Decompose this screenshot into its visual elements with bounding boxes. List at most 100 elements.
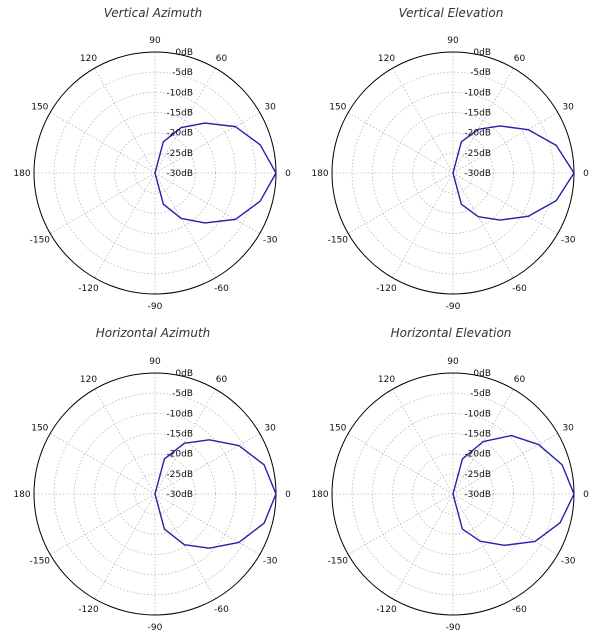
angle-gridline — [392, 172, 454, 278]
angle-tick-label: 120 — [80, 375, 97, 385]
radial-tick-label: -25dB — [464, 149, 491, 159]
radial-gridline — [432, 152, 474, 194]
angle-tick-label: 120 — [378, 54, 395, 64]
radial-tick-label: -15dB — [166, 430, 193, 440]
angle-gridline — [348, 493, 454, 555]
angle-gridline — [452, 433, 558, 495]
radial-tick-label: 0dB — [175, 48, 193, 58]
pattern-line — [154, 122, 277, 224]
polar-chart: 90 60 30 0 -30 -60 -90 -120 -150 180 150 120 0dB -5dB… — [311, 36, 589, 312]
angle-tick-label: 180 — [311, 169, 328, 179]
angle-gridline — [348, 172, 454, 234]
angle-tick-label: 60 — [514, 54, 526, 64]
angle-tick-label: -150 — [30, 557, 51, 567]
angle-tick-label: 90 — [149, 36, 161, 46]
pattern-line — [452, 125, 575, 221]
chart-title: Vertical Elevation — [398, 6, 504, 20]
radial-gridline — [134, 152, 176, 194]
angle-tick-label: 90 — [447, 36, 459, 46]
angle-tick-label: -120 — [376, 284, 397, 294]
radial-tick-label: -5dB — [172, 389, 193, 399]
radial-tick-label: -30dB — [464, 490, 491, 500]
angle-tick-label: -30 — [561, 236, 576, 246]
radial-gridline — [114, 132, 196, 214]
angle-gridline — [154, 493, 216, 599]
radial-gridline — [351, 71, 555, 275]
chart-panel-3: Horizontal Azimuth 90 60 30 0 -30 -60 -90 -120 -… — [3, 320, 303, 640]
radial-tick-label: -20dB — [464, 129, 491, 139]
angle-tick-label: 30 — [264, 424, 276, 434]
radial-gridline — [412, 453, 494, 535]
angle-tick-label: 0 — [583, 169, 589, 179]
angle-gridline — [348, 433, 454, 495]
radial-tick-label: -25dB — [464, 470, 491, 480]
angle-tick-label: -150 — [328, 236, 349, 246]
radial-tick-label: -10dB — [464, 88, 491, 98]
radial-tick-label: -20dB — [464, 450, 491, 460]
radial-gridline — [134, 473, 176, 515]
angle-tick-label: -90 — [446, 623, 461, 633]
radial-tick-label: -30dB — [166, 490, 193, 500]
chart-title: Vertical Azimuth — [103, 6, 203, 20]
pattern-line — [154, 439, 277, 549]
pattern-line — [452, 434, 575, 547]
radial-tick-label: -5dB — [172, 68, 193, 78]
radial-tick-label: -30dB — [166, 169, 193, 179]
angle-gridline — [94, 172, 156, 278]
angle-tick-label: -60 — [512, 284, 527, 294]
angle-gridline — [50, 433, 156, 495]
angle-tick-label: -120 — [376, 605, 397, 615]
radial-tick-label: -25dB — [166, 470, 193, 480]
radial-gridline — [114, 453, 196, 535]
angle-tick-label: -90 — [148, 302, 163, 312]
angle-tick-label: 0 — [285, 490, 291, 500]
angle-tick-label: -120 — [78, 605, 99, 615]
radial-tick-label: -15dB — [166, 109, 193, 119]
chart-panel-4: Horizontal Elevation 90 60 30 0 -30 -60 -90 -12… — [301, 320, 600, 640]
angle-gridline — [452, 112, 558, 174]
radial-tick-label: 0dB — [473, 48, 491, 58]
radial-tick-label: -5dB — [470, 389, 491, 399]
angle-gridline — [452, 172, 558, 234]
angle-gridline — [154, 493, 260, 555]
radial-tick-label: -10dB — [464, 409, 491, 419]
radial-tick-label: -5dB — [470, 68, 491, 78]
angle-tick-label: 30 — [562, 424, 574, 434]
radial-gridline — [351, 392, 555, 596]
angle-tick-label: -60 — [214, 605, 229, 615]
angle-tick-label: 90 — [149, 357, 161, 367]
angle-gridline — [94, 493, 156, 599]
chart-panel-2: Vertical Elevation 90 60 30 0 -30 -60 -90 -120 -… — [301, 0, 600, 320]
angle-gridline — [348, 112, 454, 174]
angle-gridline — [392, 68, 454, 174]
angle-tick-label: -60 — [214, 284, 229, 294]
radial-tick-label: -20dB — [166, 450, 193, 460]
angle-gridline — [452, 493, 514, 599]
radial-tick-label: 0dB — [473, 369, 491, 379]
chart-panel-1: Vertical Azimuth 90 60 30 0 -30 -60 -90 -120 -15… — [3, 0, 303, 320]
angle-gridline — [452, 172, 514, 278]
angle-tick-label: 180 — [311, 490, 328, 500]
radial-gridline — [412, 132, 494, 214]
radial-tick-label: -10dB — [166, 88, 193, 98]
radial-tick-label: -25dB — [166, 149, 193, 159]
angle-tick-label: 150 — [329, 424, 346, 434]
angle-gridline — [50, 493, 156, 555]
angle-tick-label: -30 — [263, 236, 278, 246]
radial-tick-label: -15dB — [464, 430, 491, 440]
angle-gridline — [154, 112, 260, 174]
angle-tick-label: -150 — [30, 236, 51, 246]
angle-gridline — [154, 172, 216, 278]
angle-gridline — [50, 112, 156, 174]
angle-tick-label: 60 — [514, 375, 526, 385]
chart-title: Horizontal Azimuth — [95, 326, 211, 340]
angle-gridline — [154, 433, 260, 495]
angle-tick-label: -150 — [328, 557, 349, 567]
angle-gridline — [50, 172, 156, 234]
angle-tick-label: -120 — [78, 284, 99, 294]
radial-tick-label: -20dB — [166, 129, 193, 139]
angle-tick-label: -90 — [446, 302, 461, 312]
angle-tick-label: 90 — [447, 357, 459, 367]
angle-tick-label: -90 — [148, 623, 163, 633]
angle-tick-label: -30 — [263, 557, 278, 567]
